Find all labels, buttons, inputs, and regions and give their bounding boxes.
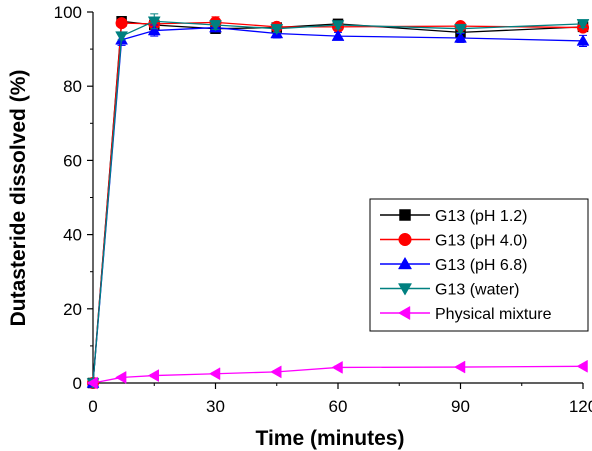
legend-label: G13 (water) [435, 282, 519, 299]
x-tick-label: 90 [451, 397, 470, 416]
legend-marker [399, 209, 411, 221]
data-point [270, 23, 284, 36]
data-point [331, 29, 345, 41]
data-point [115, 371, 127, 384]
legend-label: G13 (pH 6.8) [435, 257, 527, 274]
series-line [92, 20, 584, 384]
x-tick-label: 120 [569, 397, 592, 416]
data-point [147, 24, 161, 36]
data-point [331, 20, 345, 32]
series-physical-mixture [86, 359, 588, 390]
y-tick-label: 0 [73, 374, 82, 393]
data-point [331, 360, 343, 374]
data-point [453, 360, 466, 374]
x-axis-title: Time (minutes) [256, 427, 405, 450]
data-point [454, 23, 467, 36]
data-point [147, 369, 159, 383]
data-point [454, 31, 467, 43]
legend-label: G13 (pH 1.2) [435, 208, 527, 225]
data-point [209, 20, 222, 32]
y-tick-label: 100 [54, 3, 82, 22]
data-point [576, 359, 588, 373]
data-point [115, 31, 129, 43]
data-point [576, 19, 590, 31]
legend-marker [397, 305, 411, 321]
data-point [270, 365, 282, 379]
x-tick-label: 60 [329, 397, 348, 416]
legend-marker [397, 283, 413, 296]
legend-label: G13 (pH 4.0) [435, 233, 527, 250]
x-tick-label: 0 [88, 397, 97, 416]
data-point [576, 34, 590, 46]
y-tick-label: 60 [63, 151, 82, 170]
series-line [92, 365, 584, 384]
x-tick-label: 30 [206, 397, 225, 416]
y-tick-label: 40 [63, 226, 82, 245]
legend-label: Physical mixture [435, 306, 552, 323]
data-point [86, 376, 98, 390]
data-point [115, 17, 128, 30]
y-tick-label: 80 [63, 77, 82, 96]
series-line [92, 26, 584, 384]
legend-marker [397, 256, 413, 270]
data-point [147, 16, 161, 28]
legend: G13 (pH 1.2) G13 (pH 4.0) G13 (pH 6.8) G13 … [369, 198, 589, 332]
legend-marker [398, 232, 412, 247]
y-axis-title: Dutasteride dissolved (%) [7, 70, 30, 327]
data-point [208, 367, 221, 381]
y-tick-label: 20 [63, 300, 82, 319]
